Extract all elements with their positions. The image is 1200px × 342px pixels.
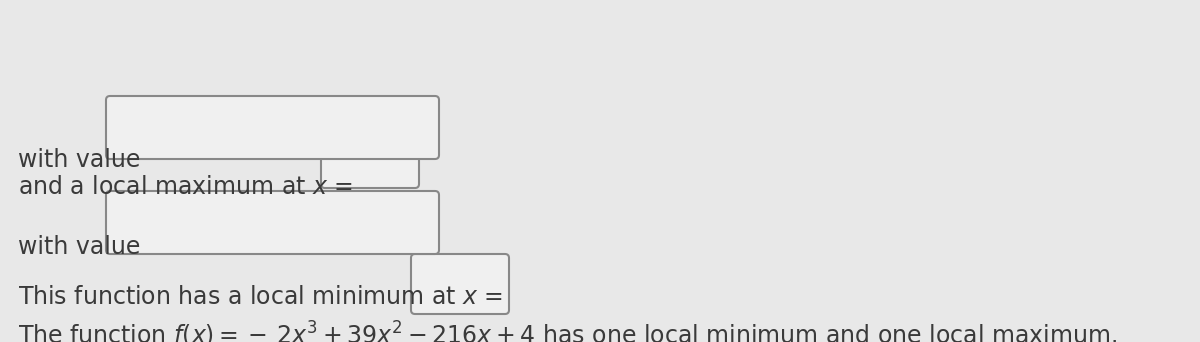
FancyBboxPatch shape — [410, 254, 509, 314]
FancyBboxPatch shape — [322, 128, 419, 188]
Text: with value: with value — [18, 148, 140, 172]
Text: The function $f(x) = -\, 2x^3 + 39x^2 - 216x + 4$ has one local minimum and one : The function $f(x) = -\, 2x^3 + 39x^2 - … — [18, 320, 1117, 342]
Text: This function has a local minimum at $x$ =: This function has a local minimum at $x$… — [18, 285, 503, 309]
FancyBboxPatch shape — [106, 191, 439, 254]
Text: with value: with value — [18, 235, 140, 259]
FancyBboxPatch shape — [106, 96, 439, 159]
Text: and a local maximum at $x$ =: and a local maximum at $x$ = — [18, 175, 353, 199]
